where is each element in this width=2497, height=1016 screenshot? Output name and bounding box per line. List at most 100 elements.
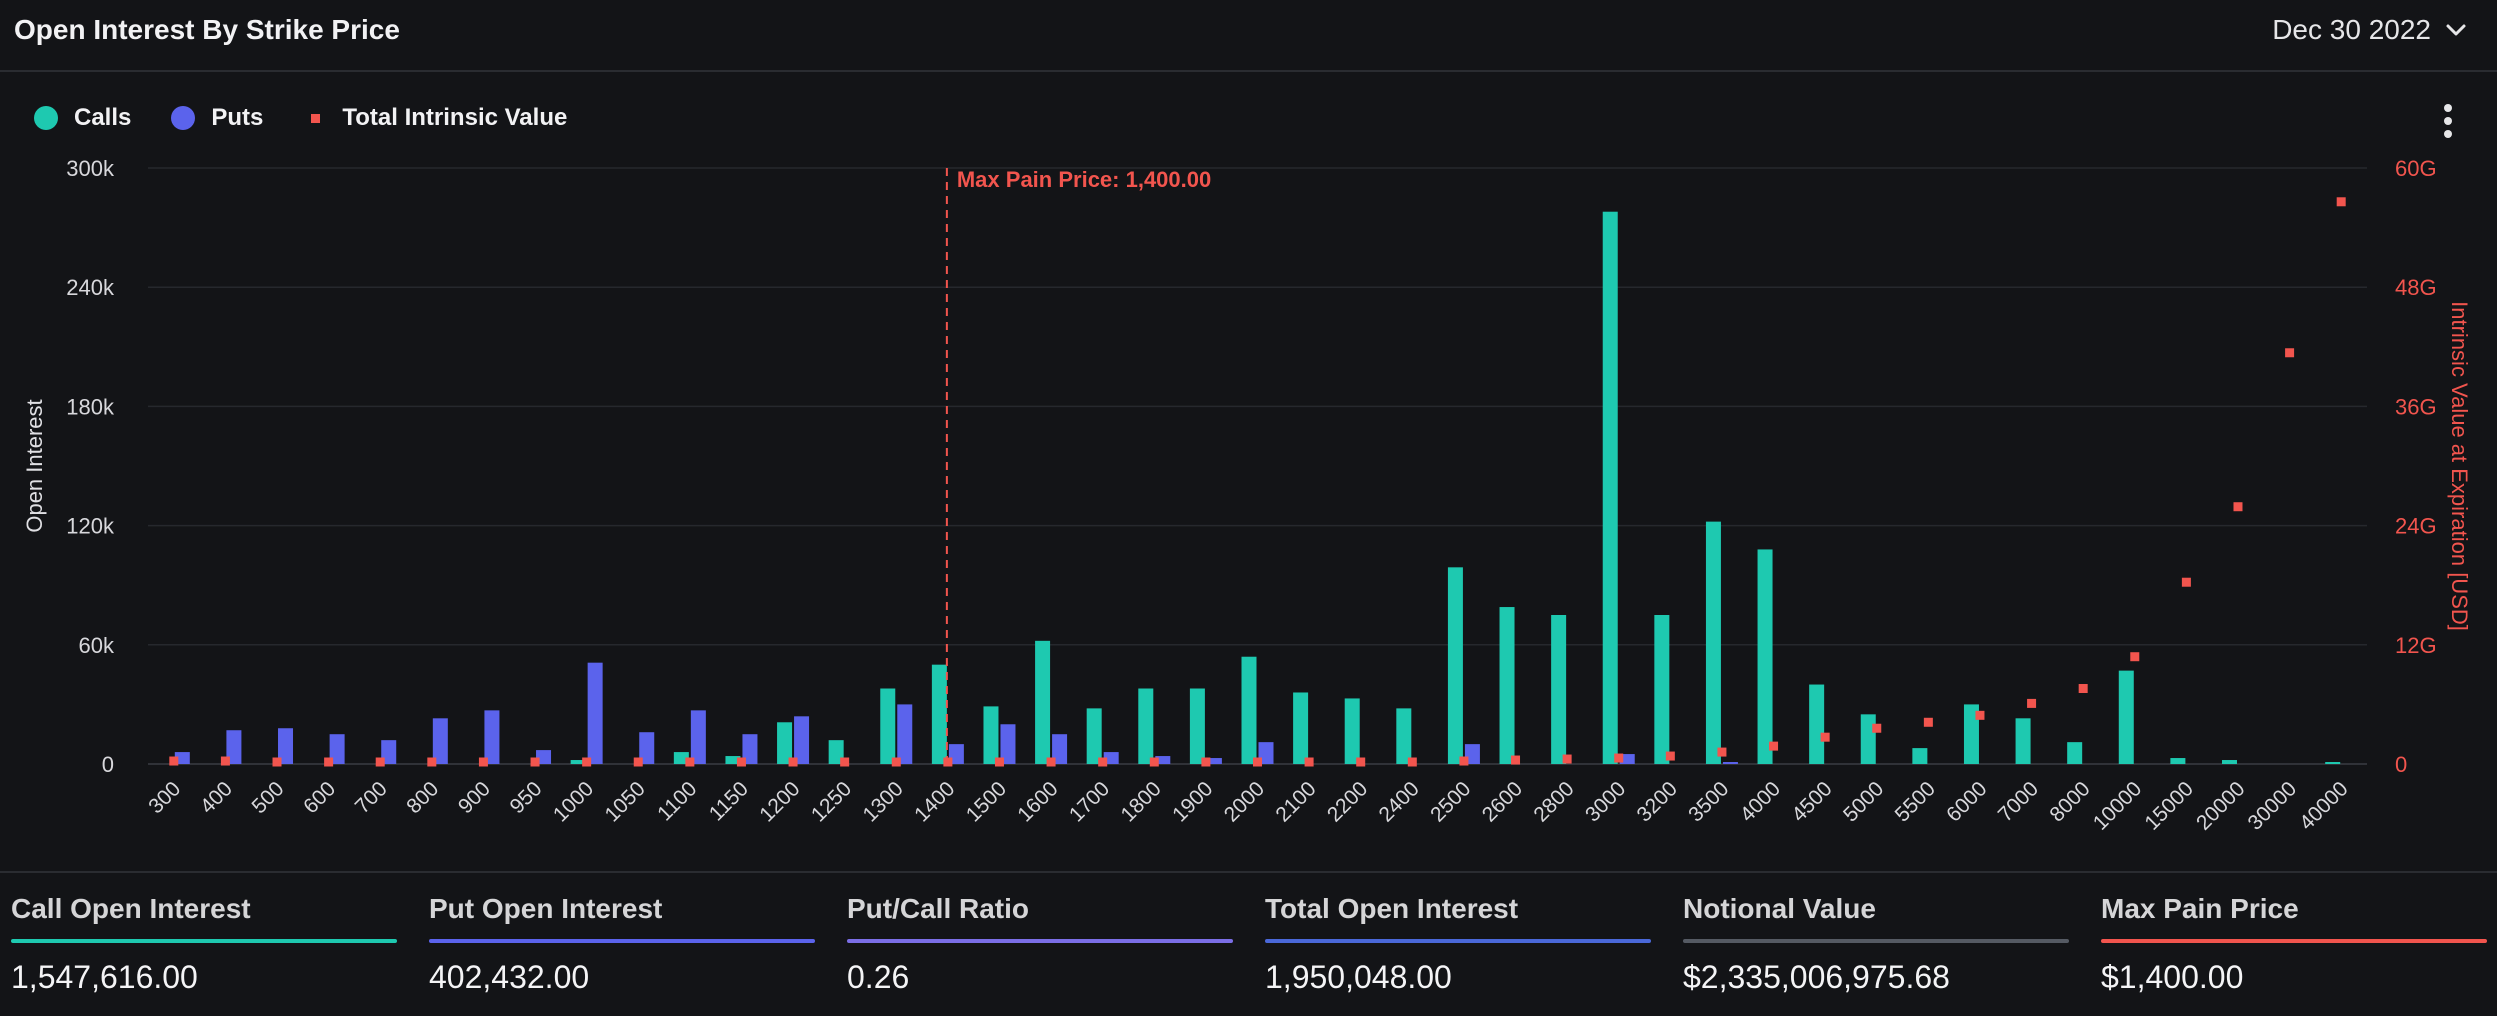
intrinsic-marker <box>1562 754 1572 764</box>
puts-bar <box>1619 754 1635 764</box>
intrinsic-marker <box>994 757 1004 767</box>
legend-calls-label: Calls <box>74 104 132 131</box>
stat-value: 1,950,048.00 <box>1265 959 1452 995</box>
x-tick-label: 600 <box>299 777 340 818</box>
expiry-date-label: Dec 30 2022 <box>2272 14 2431 45</box>
calls-dot-icon <box>34 106 58 130</box>
intrinsic-marker <box>1872 723 1882 733</box>
calls-bar <box>2325 762 2341 764</box>
intrinsic-marker <box>1098 757 1108 767</box>
stat-label: Max Pain Price <box>2101 893 2299 924</box>
intrinsic-marker <box>1459 756 1469 766</box>
intrinsic-marker <box>2181 577 2191 587</box>
calls-bar <box>2221 760 2237 764</box>
y2-tick-label: 60G <box>2395 156 2437 181</box>
page-title: Open Interest By Strike Price <box>14 14 400 45</box>
intrinsic-marker <box>788 757 798 767</box>
x-tick-label: 1200 <box>755 777 804 826</box>
y-tick-label: 300k <box>66 156 115 181</box>
stat-value: 0.26 <box>847 959 910 995</box>
intrinsic-marker <box>1356 757 1366 767</box>
intrinsic-marker <box>1511 755 1521 765</box>
x-tick-label: 900 <box>454 777 495 818</box>
stat-call-oi: Call Open Interest 1,547,616.00 <box>11 893 397 996</box>
puts-bar <box>329 734 345 764</box>
puts-bar <box>1155 756 1171 764</box>
intrinsic-marker <box>1665 751 1675 761</box>
intrinsic-marker <box>1201 757 1211 767</box>
x-tick-label: 6000 <box>1942 777 1991 826</box>
x-tick-label: 1100 <box>653 777 701 825</box>
intrinsic-marker <box>2285 348 2295 358</box>
y2-tick-label: 48G <box>2395 275 2437 300</box>
puts-bar <box>1464 744 1480 764</box>
intrinsic-marker <box>2336 197 2346 207</box>
stat-put-call-ratio: Put/Call Ratio 0.26 <box>847 893 1233 996</box>
x-tick-label: 2000 <box>1220 777 1269 826</box>
chevron-down-icon <box>2446 24 2466 36</box>
puts-bar <box>690 710 706 764</box>
legend-puts[interactable]: Puts <box>171 104 263 132</box>
calls-bar <box>1447 567 1463 764</box>
y2-axis-title: Intrinsic Value at Expiration [USD] <box>2447 301 2472 631</box>
expiry-date-dropdown[interactable]: Dec 30 2022 <box>2272 14 2467 46</box>
intrinsic-marker <box>1253 757 1262 767</box>
y-tick-label: 240k <box>66 275 115 300</box>
y2-tick-label: 36G <box>2395 394 2437 419</box>
legend-calls[interactable]: Calls <box>34 104 131 132</box>
puts-bar <box>536 750 552 764</box>
x-tick-label: 2500 <box>1426 777 1475 826</box>
calls-bar <box>1344 698 1360 764</box>
x-tick-label: 1700 <box>1065 777 1114 826</box>
puts-bar <box>794 716 810 764</box>
calls-bar <box>931 664 947 764</box>
stat-underline <box>429 939 815 943</box>
x-tick-label: 1800 <box>1117 777 1166 826</box>
puts-bar <box>1052 734 1068 764</box>
x-tick-label: 3000 <box>1581 777 1630 826</box>
intrinsic-marker <box>582 757 592 767</box>
intrinsic-marker <box>324 757 334 767</box>
puts-bar <box>1722 762 1738 764</box>
x-tick-label: 3500 <box>1684 777 1733 826</box>
intrinsic-marker <box>891 757 901 767</box>
intrinsic-marker <box>2233 502 2243 512</box>
intrinsic-marker <box>1820 732 1830 742</box>
intrinsic-square-icon <box>311 113 321 123</box>
calls-bar <box>880 688 896 764</box>
x-tick-label: 40000 <box>2295 777 2353 835</box>
stat-total-oi: Total Open Interest 1,950,048.00 <box>1265 893 1651 996</box>
legend-intrinsic[interactable]: Total Intrinsic Value <box>303 104 567 132</box>
chart-menu-icon[interactable] <box>2440 104 2456 138</box>
calls-bar <box>2067 742 2083 764</box>
calls-bar <box>570 760 586 764</box>
puts-bar <box>226 730 242 764</box>
x-tick-label: 1300 <box>859 777 908 826</box>
y2-tick-label: 0 <box>2395 752 2407 777</box>
intrinsic-marker <box>169 756 179 766</box>
calls-bar <box>1963 704 1979 764</box>
calls-bar <box>983 706 999 764</box>
x-tick-label: 300 <box>144 777 185 818</box>
calls-bar <box>1860 714 1876 764</box>
x-tick-label: 20000 <box>2192 777 2250 835</box>
stat-underline <box>1265 939 1651 943</box>
intrinsic-marker <box>1614 753 1624 763</box>
calls-bar <box>1241 656 1257 764</box>
calls-bar <box>1138 688 1154 764</box>
puts-bar <box>948 744 964 764</box>
intrinsic-marker <box>478 757 488 767</box>
x-tick-label: 15000 <box>2140 777 2198 835</box>
puts-bar <box>639 732 655 764</box>
stat-notional: Notional Value $2,335,006,975.68 <box>1683 893 2069 996</box>
intrinsic-marker <box>1407 757 1417 767</box>
intrinsic-marker <box>427 757 437 767</box>
intrinsic-marker <box>1769 741 1779 751</box>
puts-bar <box>278 728 294 764</box>
calls-bar <box>1086 708 1102 764</box>
puts-bar <box>432 718 448 764</box>
calls-bar <box>725 756 741 764</box>
x-tick-label: 4500 <box>1787 777 1836 826</box>
x-tick-label: 1900 <box>1168 777 1217 826</box>
puts-dot-icon <box>171 106 196 130</box>
